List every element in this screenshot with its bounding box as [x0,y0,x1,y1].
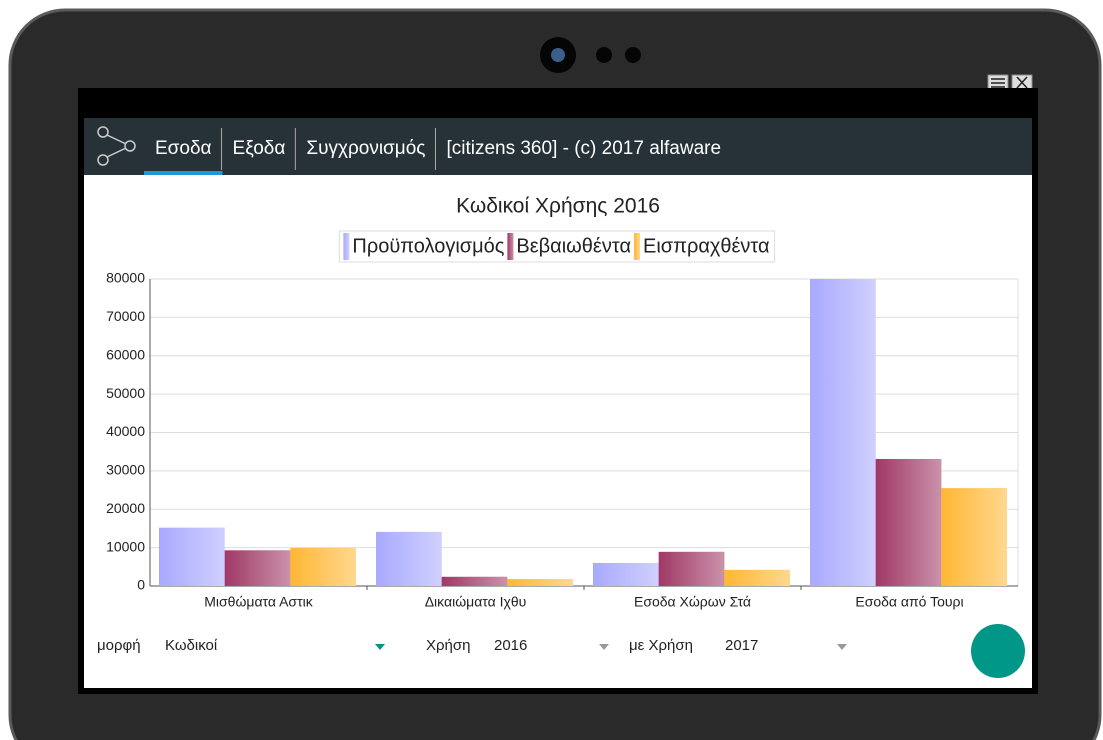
bar-shine [159,527,225,586]
share-icon[interactable] [97,126,136,166]
y-tick-label: 60000 [106,346,145,362]
x-tick-label: Εσοδα από Τουρι [855,594,963,610]
toolbar [84,118,1032,175]
legend-label: Προϋπολογισμός [352,235,504,257]
legend [338,230,776,263]
bar-shine [875,458,942,586]
legend-label: Εισπραχθέντα [643,235,770,257]
legend-label: Βεβαιωθέντα [516,235,631,257]
legend-swatch-shine [634,233,641,260]
bar-shine [224,550,291,586]
bar-shine [441,576,508,586]
x-tick-label: Μισθώματα Αστικ [204,594,313,610]
tabs: Εσοδα Εξοδα Συγχρονισμός [citizens 360] - (… [144,128,721,175]
sensor [596,47,612,63]
menu-icon [991,78,1005,88]
tab[interactable]: [citizens 360] - (c) 2017 alfaware [446,138,721,159]
bar-shine [810,279,876,586]
bar-shine [290,548,356,586]
tab[interactable]: Συγχρονισμός [306,138,425,159]
y-tick-label: 0 [137,577,145,593]
dropdown-arrow [375,644,385,650]
bar-shine [941,488,1007,586]
filter-label: με Χρήση [629,637,693,654]
y-tick-label: 30000 [106,462,145,478]
bar-shine [593,562,659,586]
filter-value[interactable]: Κωδικοί [165,637,218,654]
x-tick-label: Εσοδα Χώρων Στά [634,594,751,610]
chart-title: Κωδικοί Χρήσης 2016 [456,195,660,218]
sensor [625,47,641,63]
filter-label: μορφή [97,637,141,654]
chart: 0 10000 20000 30000 40000 50000 60000 70000 8000… [106,233,1019,610]
y-tick-label: 10000 [106,538,145,554]
bar-shine [724,569,790,586]
legend-items: Προϋπολογισμός Βεβαιωθέντα Εισπραχθέντα [343,233,770,260]
controls: μορφή Κωδικοί Χρήση 2016 με Χρήση 2017 [97,637,847,654]
legend-swatch-shine [343,233,350,260]
tab[interactable]: Εσοδα [155,138,212,159]
dropdown-arrow [837,644,847,650]
x-tick-label: Δικαιώματα Ιχθυ [425,594,527,610]
y-tick-label: 20000 [106,500,145,516]
fab-button[interactable] [971,624,1025,678]
y-tick-label: 70000 [106,308,145,324]
filter-value[interactable]: 2017 [725,637,758,654]
bar-shine [507,579,573,586]
tab[interactable]: Εξοδα [233,138,286,159]
y-tick-label: 50000 [106,385,145,401]
filter-value[interactable]: 2016 [494,637,527,654]
close-icon [1016,76,1028,89]
bar-shine [658,551,725,586]
y-tick-label: 40000 [106,423,145,439]
y-tick-label: 80000 [106,270,145,286]
filter-label: Χρήση [426,637,470,654]
legend-swatch-shine [507,233,514,260]
camera-lens [551,48,565,62]
tab-indicator [144,171,223,175]
bar-shine [376,531,442,586]
dropdown-arrow [599,644,609,650]
window-buttons [987,74,1033,91]
